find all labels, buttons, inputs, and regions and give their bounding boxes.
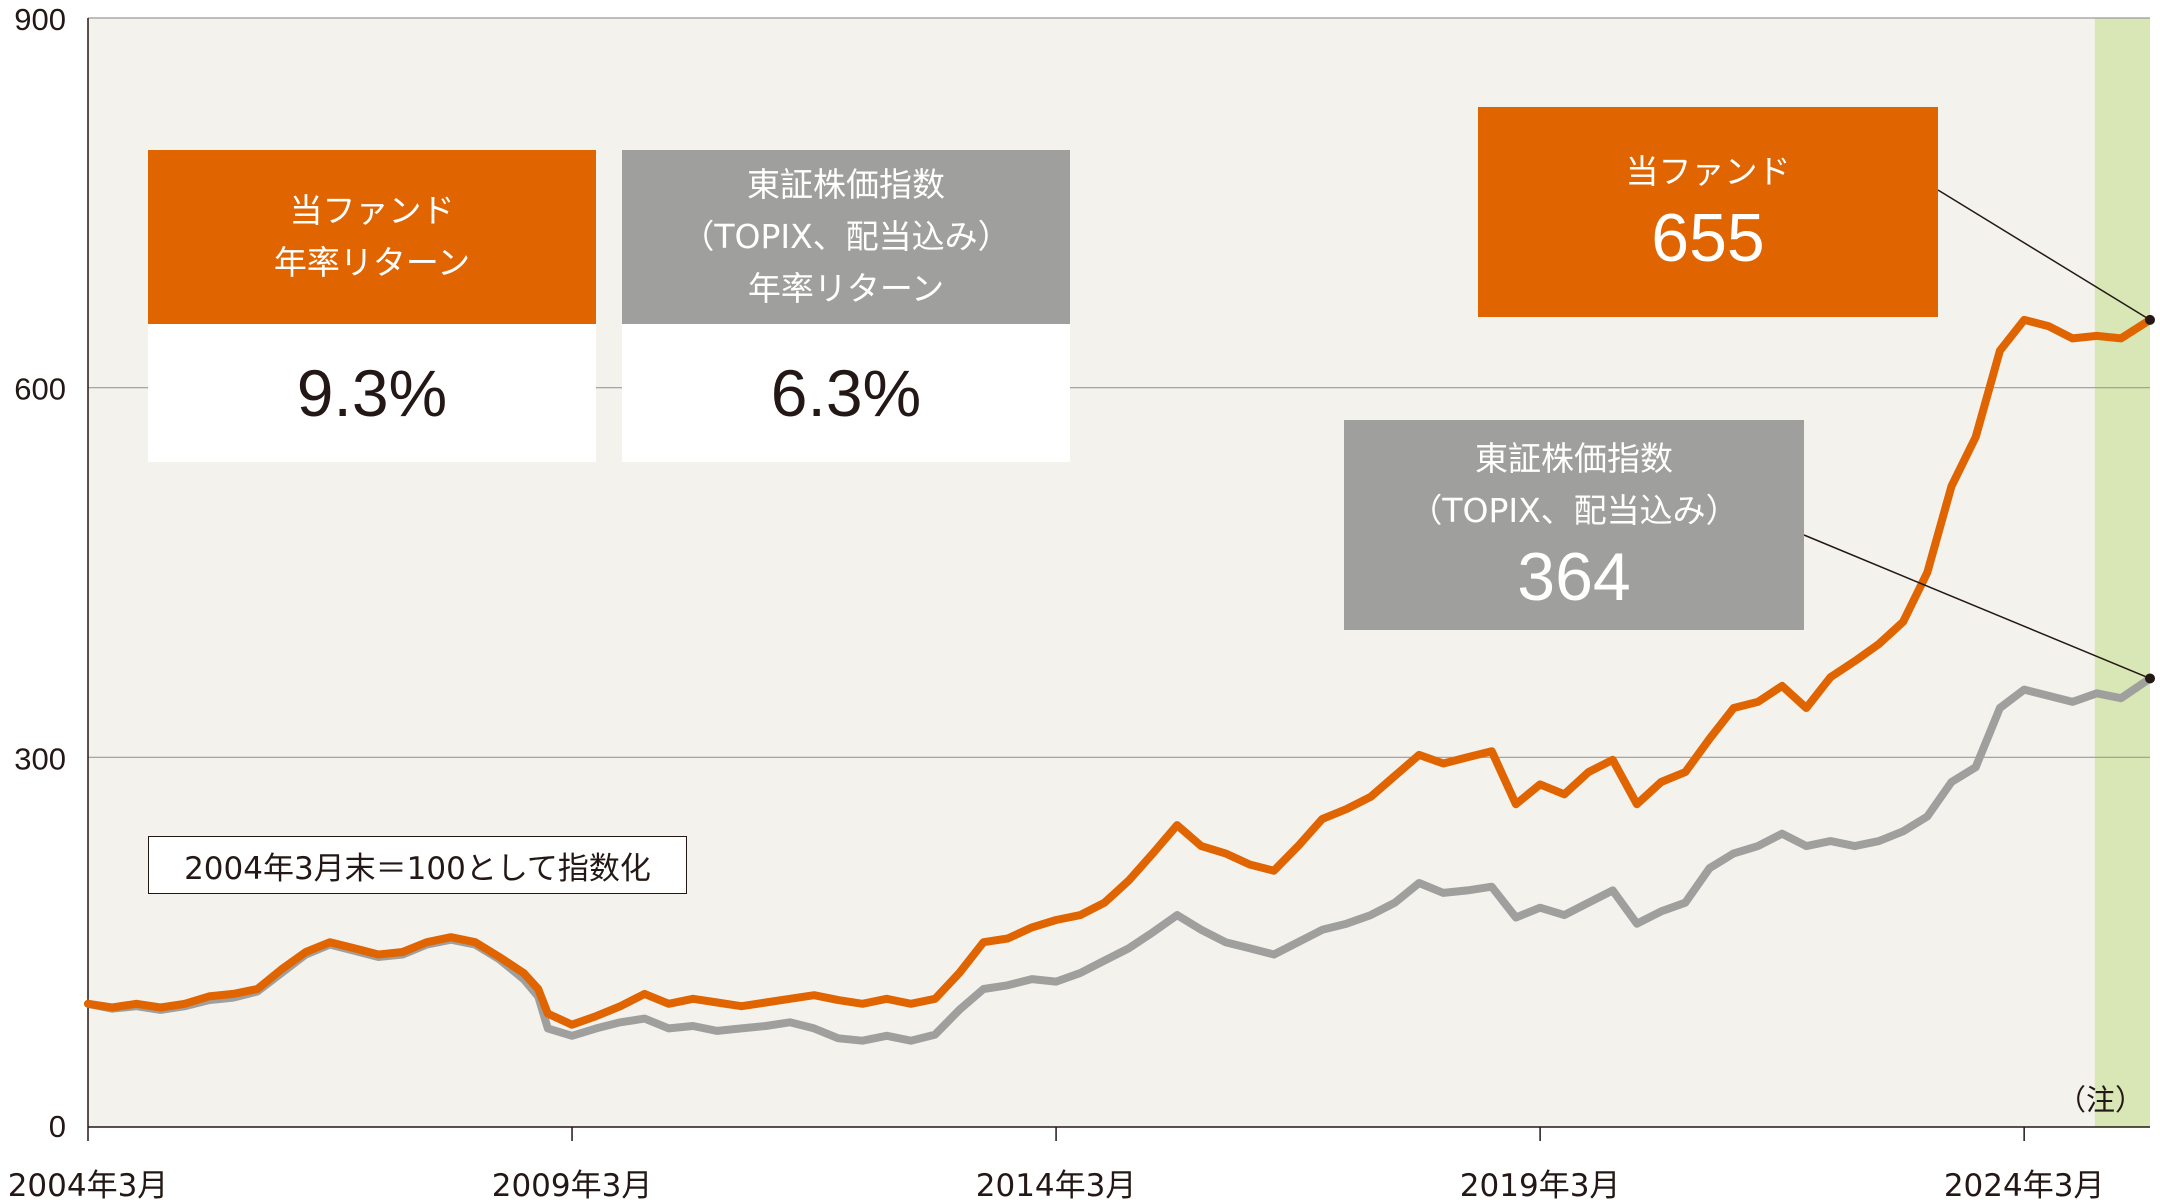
fund-return-value: 9.3% — [148, 324, 596, 462]
fund-end-point — [2145, 314, 2155, 325]
topix-return-value: 6.3% — [622, 324, 1070, 462]
topix-callout: 東証株価指数 （TOPIX、配当込み） 364 — [1344, 420, 1804, 630]
index-note: 2004年3月末＝100として指数化 — [148, 836, 687, 894]
topix-return-header: 東証株価指数 （TOPIX、配当込み） 年率リターン — [622, 150, 1070, 324]
topix-leader-line — [1803, 534, 2151, 680]
fund-callout-label: 当ファンド — [1625, 152, 1791, 191]
topix-callout-label-line1: 東証株価指数 — [1475, 439, 1673, 478]
fund-return-header-line1: 当ファンド — [289, 191, 455, 230]
y-tick-label: 300 — [14, 741, 66, 776]
fund-return-header: 当ファンド 年率リターン — [148, 150, 596, 324]
fund-series-line — [84, 315, 2154, 1029]
fund-leader-line — [1937, 189, 2151, 321]
y-tick-label: 0 — [49, 1109, 66, 1144]
topix-return-header-line1: 東証株価指数 — [747, 165, 945, 204]
topix-return-header-line2: （TOPIX、配当込み） — [681, 217, 1011, 256]
topix-callout-value: 364 — [1517, 539, 1631, 615]
x-tick-label: 2019年3月 — [1460, 1168, 1621, 1200]
x-tick-label: 2004年3月 — [8, 1168, 169, 1200]
highlight-band-label: （注） — [2057, 1083, 2144, 1117]
highlight-band — [2094, 18, 2150, 1127]
topix-end-point — [2145, 673, 2155, 684]
x-tick-label: 2014年3月 — [976, 1168, 1137, 1200]
fund-return-header-line2: 年率リターン — [273, 243, 471, 282]
fund-callout: 当ファンド 655 — [1478, 107, 1938, 317]
y-tick-label: 600 — [14, 372, 66, 407]
topix-callout-label-line2: （TOPIX、配当込み） — [1409, 491, 1739, 530]
y-tick-label: 900 — [14, 2, 66, 37]
x-tick-label: 2009年3月 — [492, 1168, 653, 1200]
x-tick-label: 2024年3月 — [1944, 1168, 2105, 1200]
fund-callout-value: 655 — [1651, 200, 1765, 276]
topix-return-header-line3: 年率リターン — [747, 269, 945, 308]
